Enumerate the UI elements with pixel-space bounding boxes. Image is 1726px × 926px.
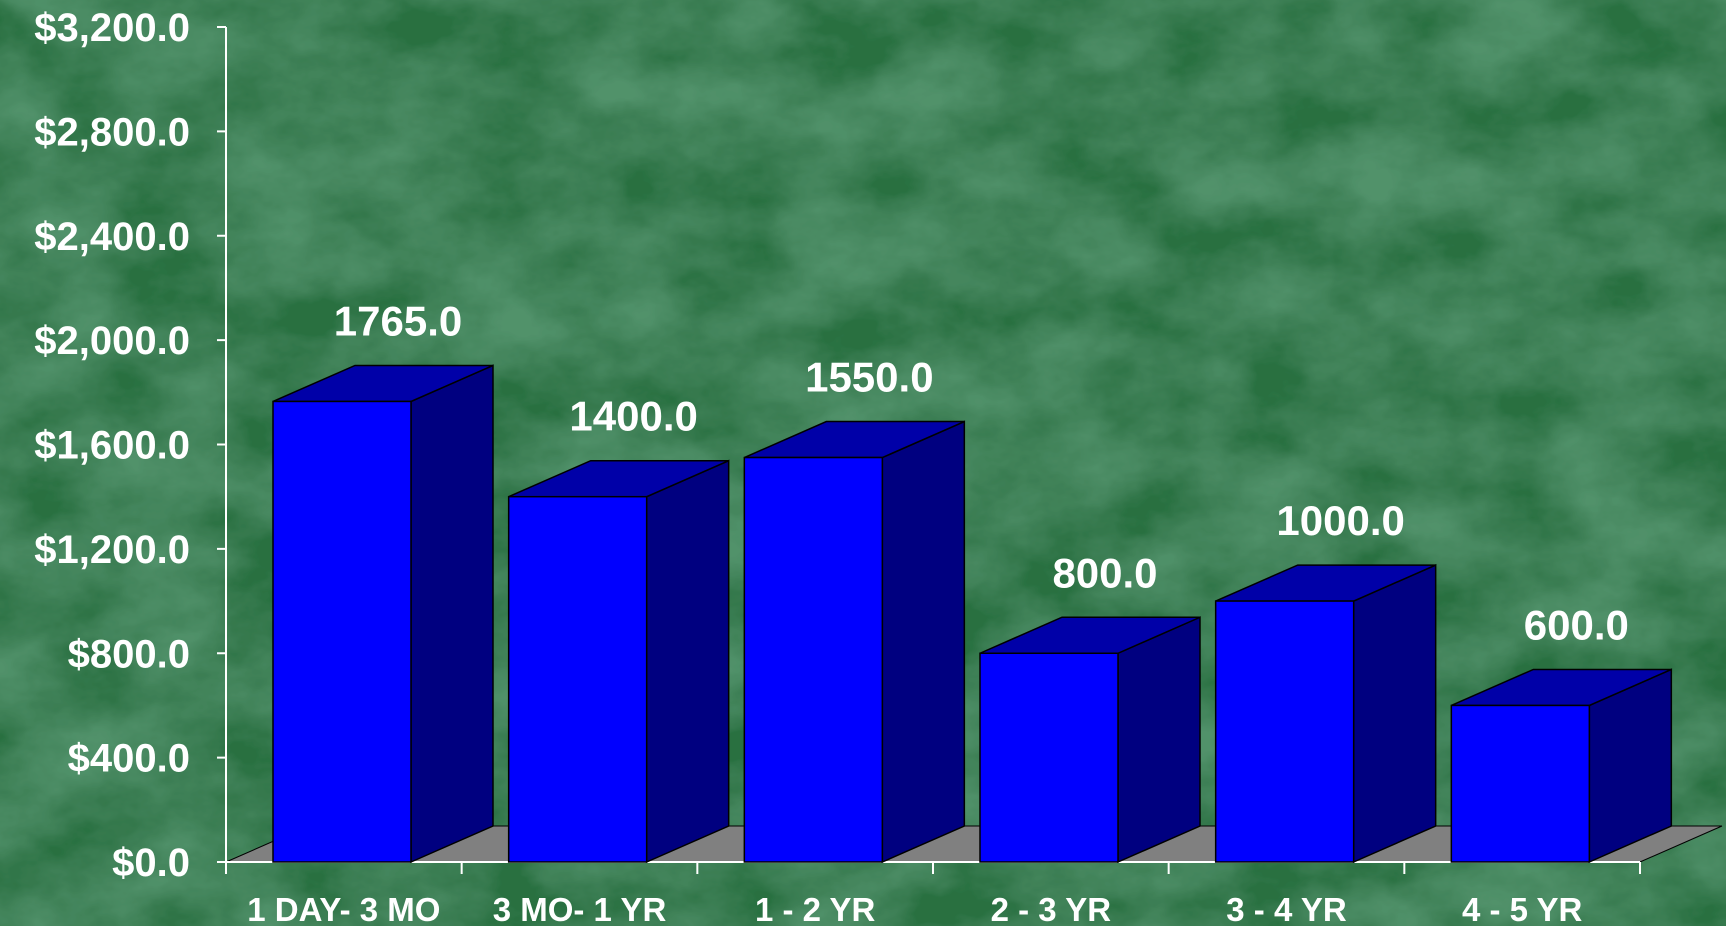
y-tick-label: $2,000.0 (34, 319, 190, 363)
data-label: 1400.0 (569, 393, 697, 440)
data-label: 600.0 (1524, 601, 1629, 648)
x-tick-label: 1 DAY- 3 MO (247, 891, 440, 926)
x-tick-label: 3 - 4 YR (1226, 891, 1347, 926)
bar-front-face (507, 495, 648, 863)
y-tick-label: $400.0 (68, 737, 190, 781)
labels: 1765.0 1 DAY- 3 MO 1400.0 3 MO- 1 YR 1550.0 1… (247, 297, 1629, 926)
y-tick-label: $0.0 (112, 841, 190, 885)
bar-front-face (743, 456, 884, 863)
bar (1450, 668, 1673, 864)
bar-front-face (272, 400, 412, 863)
y-tick-label: $2,800.0 (34, 110, 190, 154)
data-label: 800.0 (1052, 549, 1157, 596)
bar-front-face (1214, 600, 1355, 863)
bar-side-face (1117, 616, 1201, 864)
bar (1214, 563, 1437, 864)
bar (507, 459, 730, 864)
y-tick-label: $1,600.0 (34, 424, 190, 468)
y-tick-label: $2,400.0 (34, 215, 190, 259)
bar (979, 616, 1201, 864)
bar (743, 420, 966, 864)
bar-side-face (645, 459, 730, 864)
x-tick-label: 3 MO- 1 YR (493, 891, 667, 926)
bar-front-face (979, 652, 1119, 863)
bar-side-face (410, 364, 494, 864)
bars (272, 364, 1673, 864)
y-tick-label: $800.0 (68, 632, 190, 676)
bar-front-face (1450, 704, 1591, 863)
axes: $0.0 $400.0 $800.0 $1,200.0 $1,600.0 $2,000.0… (34, 6, 1641, 885)
data-label: 1765.0 (334, 297, 462, 344)
data-label: 1550.0 (805, 354, 933, 401)
x-tick-label: 4 - 5 YR (1462, 891, 1583, 926)
data-label: 1000.0 (1276, 497, 1404, 544)
bar-side-face (881, 420, 966, 864)
bar (272, 364, 494, 864)
x-tick-label: 2 - 3 YR (991, 891, 1112, 926)
y-tick-label: $1,200.0 (34, 528, 190, 572)
y-tick-label: $3,200.0 (34, 6, 190, 50)
x-tick-label: 1 - 2 YR (755, 891, 876, 926)
bar-side-face (1352, 563, 1437, 864)
